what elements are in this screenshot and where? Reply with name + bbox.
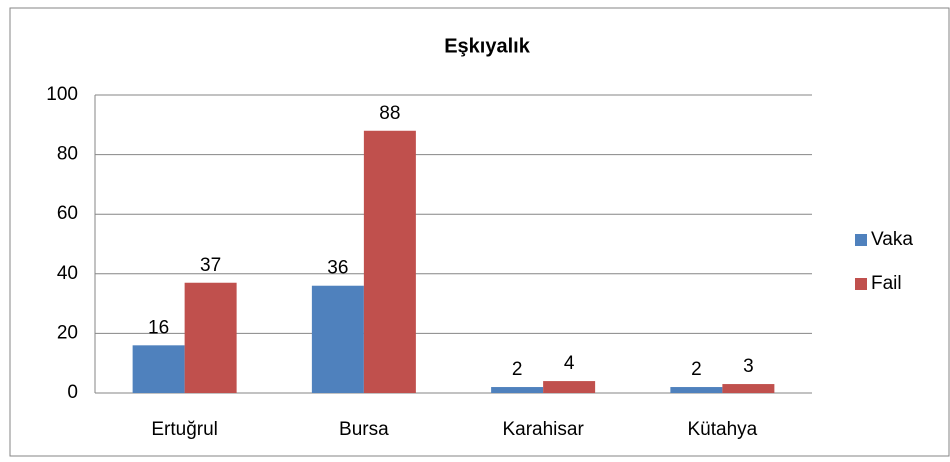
- chart-title: Eşkıyalık: [444, 35, 531, 57]
- legend-label: Vaka: [871, 229, 913, 250]
- legend-swatch: [855, 234, 867, 246]
- x-tick-label: Bursa: [339, 419, 389, 440]
- y-tick-label: 80: [57, 144, 78, 165]
- legend-swatch: [855, 278, 867, 290]
- y-tick-label: 20: [57, 322, 78, 343]
- x-tick-label: Ertuğrul: [151, 419, 218, 440]
- bar: [722, 384, 775, 393]
- data-label: 2: [691, 359, 702, 380]
- data-label: 88: [379, 103, 400, 124]
- bar: [543, 381, 596, 393]
- y-tick-label: 100: [46, 84, 78, 105]
- data-label: 4: [564, 353, 575, 374]
- x-tick-label: Kütahya: [688, 419, 758, 440]
- bar: [184, 282, 237, 393]
- y-tick-label: 0: [67, 382, 78, 403]
- data-label: 3: [743, 356, 754, 377]
- data-label: 2: [512, 359, 523, 380]
- legend-label: Fail: [871, 273, 902, 294]
- bar: [311, 285, 364, 393]
- bar: [670, 387, 723, 393]
- data-label: 37: [200, 255, 221, 276]
- data-label: 16: [148, 317, 169, 338]
- bar: [363, 130, 416, 393]
- y-tick-label: 40: [57, 263, 78, 284]
- data-label: 36: [327, 258, 348, 279]
- x-tick-label: Karahisar: [502, 419, 584, 440]
- y-tick-label: 60: [57, 203, 78, 224]
- bar: [132, 345, 185, 393]
- bar: [491, 387, 544, 393]
